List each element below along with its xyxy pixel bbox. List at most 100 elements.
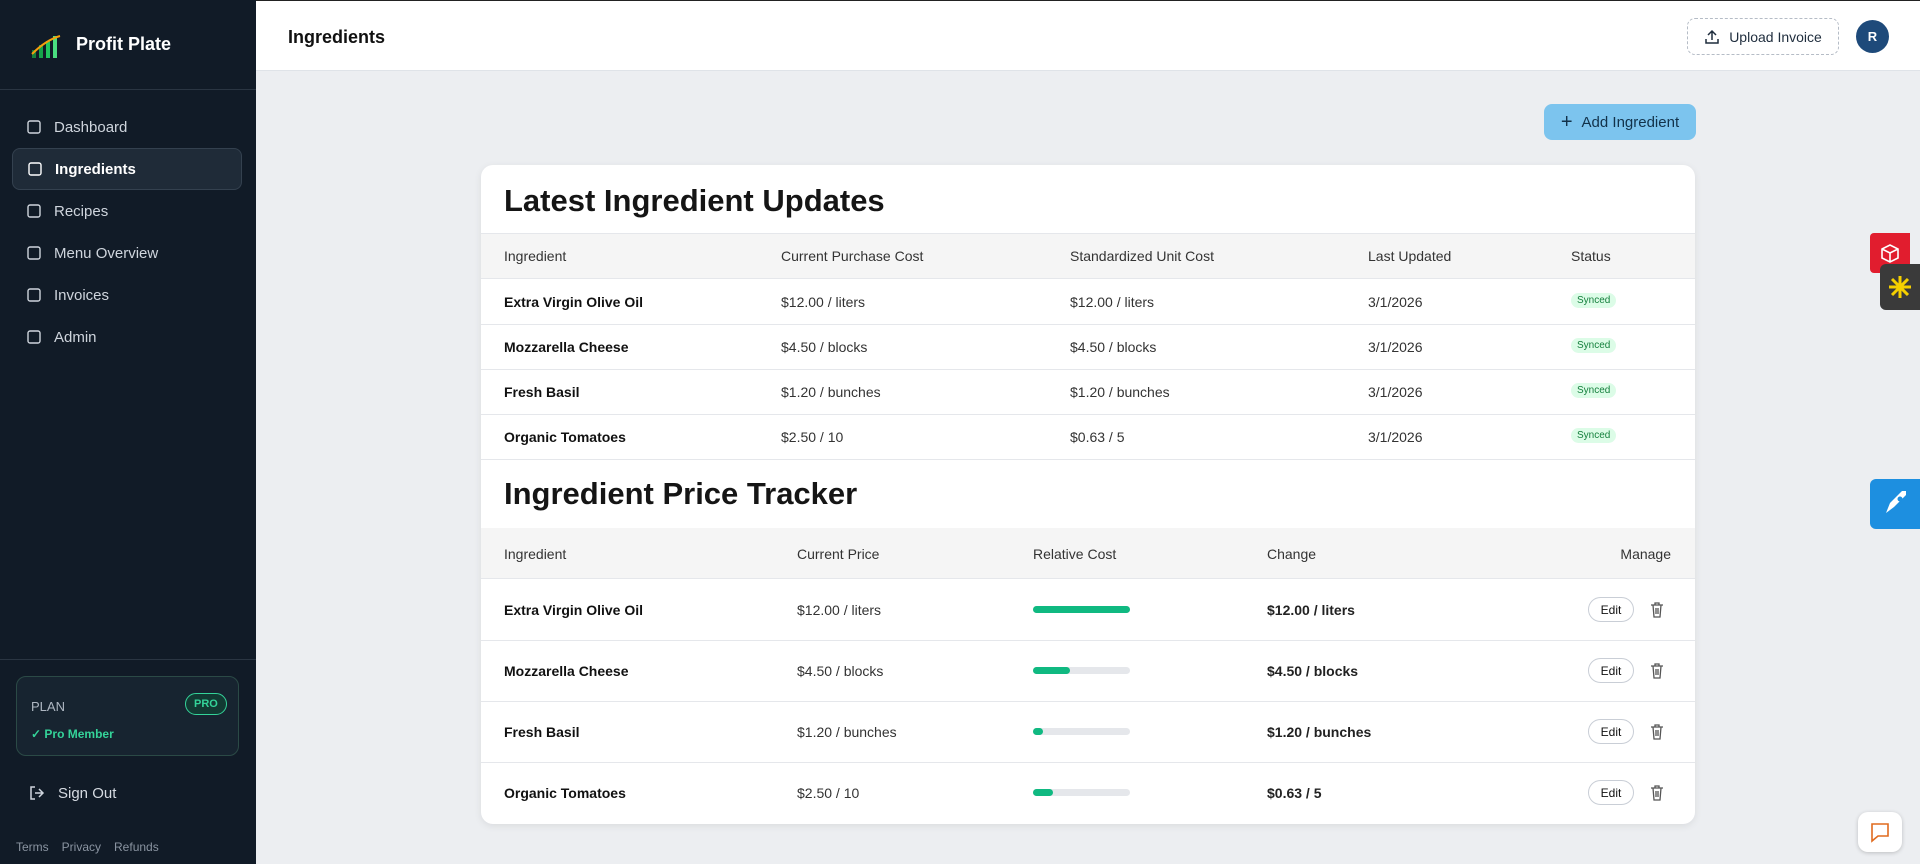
nav-label: Dashboard [54,118,128,136]
cell: $12.00 / liters [797,602,882,618]
cell: Mozzarella Cheese [504,339,629,355]
trash-icon [1651,663,1663,679]
avatar[interactable]: R [1856,20,1889,53]
bar [1033,606,1130,613]
icon [27,204,41,218]
section-title: Ingredient Price Tracker [504,476,858,511]
edit-button[interactable]: Edit [1588,658,1634,683]
cell: Organic Tomatoes [504,429,626,445]
column-header: Last Updated [1368,248,1452,264]
sidebar: Profit Plate Dashboard Ingredients Recipes… [0,0,256,864]
trash-icon [1651,785,1663,801]
bar-track [1033,606,1130,613]
delete-button[interactable] [1649,723,1665,741]
cell: Extra Virgin Olive Oil [504,602,644,618]
nav-label: Invoices [54,286,110,304]
sign-out-label: Sign Out [58,784,117,802]
row-divider [481,640,1695,641]
bar-track [1033,789,1130,796]
brand: Profit Plate [76,34,172,54]
column-header: Ingredient [504,248,567,264]
cell: $4.50 / blocks [797,663,884,679]
cell: $12.00 / liters [1070,294,1155,310]
nav-item[interactable]: Ingredients [12,148,242,190]
footer-link[interactable]: Privacy [61,840,102,854]
card: Latest Ingredient Updates Ingredient Pri… [481,165,1695,824]
trash-icon [1651,724,1663,740]
widget[interactable] [1870,479,1920,529]
plan-badge: PRO [185,693,227,715]
chat-button[interactable] [1858,812,1902,852]
icon [1886,491,1906,513]
cell: $2.50 / 10 [797,785,860,801]
sign-out[interactable]: Sign Out [28,784,116,802]
bar-track [1033,728,1130,735]
icon [1889,276,1911,298]
cell: $1.20 / bunches [797,724,897,740]
column-header: Relative Cost [1033,546,1117,562]
nav-label: Admin [54,328,97,346]
bar [1033,728,1043,735]
cell: Fresh Basil [504,724,580,740]
icon [27,288,41,302]
add-label: Add Ingredient [1581,113,1680,131]
cell: 3/1/2026 [1368,294,1423,310]
header: Ingredients Upload Invoice R [256,0,1920,71]
cell: Organic Tomatoes [504,785,626,801]
column-header: Change [1267,546,1317,562]
nav-item[interactable]: Recipes [12,190,242,232]
nav-label: Ingredients [55,160,136,178]
row-divider [481,762,1695,763]
cell: $12.00 / liters [781,294,866,310]
cell: $1.20 / bunches [781,384,881,400]
edit-button[interactable]: Edit [1588,780,1634,805]
delete-button[interactable] [1649,601,1665,619]
icon [1881,244,1899,263]
nav-item[interactable]: Admin [12,316,242,358]
row-divider [481,459,1695,460]
icon [30,786,45,800]
nav-label: Recipes [54,202,109,220]
nav-item[interactable]: Dashboard [12,106,242,148]
footer-link[interactable]: Terms [16,840,49,854]
divider [0,659,256,660]
logo [31,35,61,58]
column-header: Ingredient [504,546,567,562]
column-header: Status [1571,248,1611,264]
icon [27,120,41,134]
edit-button[interactable]: Edit [1588,597,1634,622]
bar [1033,667,1070,674]
table-header [481,528,1695,579]
icon [27,246,41,260]
footer-links: Terms Privacy Refunds [16,840,159,854]
cell: Extra Virgin Olive Oil [504,294,644,310]
cell: $4.50 / blocks [1070,339,1157,355]
icon [28,162,42,176]
column-header: Current Price [797,546,880,562]
cell: $0.63 / 5 [1070,429,1125,445]
nav-item[interactable]: Menu Overview [12,232,242,274]
page-title: Ingredients [288,27,386,47]
column-header: Current Purchase Cost [781,248,924,264]
widget[interactable] [1880,264,1920,310]
nav-item[interactable]: Invoices [12,274,242,316]
edit-button[interactable]: Edit [1588,719,1634,744]
row-divider [481,701,1695,702]
add-ingredient-button[interactable]: + Add Ingredient [1544,104,1696,140]
row-divider [481,414,1695,415]
icon [27,330,41,344]
upload-button[interactable]: Upload Invoice [1687,18,1839,55]
footer-link[interactable]: Refunds [114,840,159,854]
cell: Fresh Basil [504,384,580,400]
section-title: Latest Ingredient Updates [504,183,885,218]
delete-button[interactable] [1649,662,1665,680]
bar [1033,789,1054,796]
delete-button[interactable] [1649,784,1665,802]
plan-label: PLAN [31,699,65,714]
table-header [481,233,1695,279]
row-divider [481,369,1695,370]
status-badge: Synced [1571,293,1617,308]
cell: $0.63 / 5 [1267,785,1322,801]
